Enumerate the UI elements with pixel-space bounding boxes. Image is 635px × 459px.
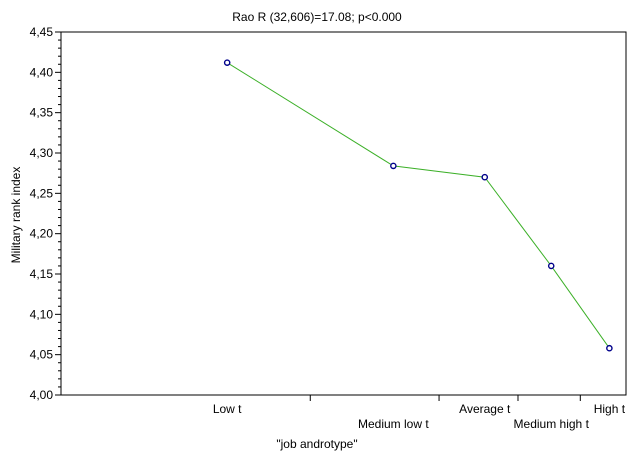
x-tick-label: Medium high t [514,417,590,431]
series-line [226,62,610,349]
data-point [481,173,489,181]
x-tick-label: High t [594,402,626,416]
y-tick-label: 4,00 [30,388,54,402]
y-axis-label: Military rank index [9,167,23,264]
x-tick-label: Medium low t [358,417,429,431]
x-tick-label: Average t [459,402,511,416]
y-tick-label: 4,35 [30,106,54,120]
y-tick-label: 4,45 [30,25,54,39]
y-tick-label: 4,30 [30,146,54,160]
series [223,59,613,352]
data-point [606,344,613,352]
x-tick-label: Low t [213,402,242,416]
data-point [390,162,397,170]
y-tick-label: 4,25 [30,186,54,200]
plot-frame [60,31,627,396]
chart-title: Rao R (32,606)=17.08; p<0.000 [232,10,402,24]
y-axis: 4,00 4,05 4,10 4,15 4,20 4,25 4,30 4,35 4,40 4,45 [30,25,61,402]
x-axis-label: "job androtype" [276,437,357,451]
data-point [223,59,231,66]
data-point [547,262,555,270]
y-tick-label: 4,10 [30,307,54,321]
y-tick-label: 4,05 [30,348,54,362]
y-tick-label: 4,40 [30,65,54,79]
y-tick-label: 4,20 [30,227,54,241]
y-tick-label: 4,15 [30,267,54,281]
